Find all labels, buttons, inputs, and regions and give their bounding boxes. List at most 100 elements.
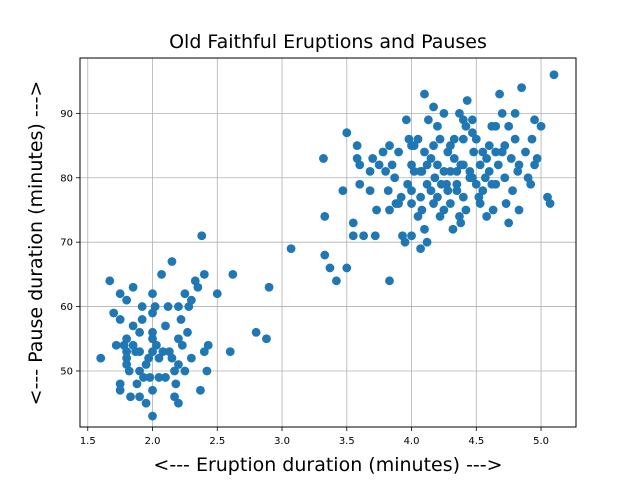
x-tick-label: 3.5 (339, 436, 355, 447)
data-point (387, 160, 397, 170)
data-point (148, 334, 157, 344)
data-point (436, 179, 446, 189)
data-point (445, 199, 455, 208)
data-point (348, 231, 358, 241)
data-point (491, 147, 501, 157)
data-point (139, 373, 148, 382)
data-point (461, 205, 471, 215)
data-point (394, 199, 403, 208)
data-point (225, 347, 235, 357)
data-point (493, 160, 503, 170)
data-point (342, 128, 352, 138)
data-point (407, 231, 416, 241)
data-point (199, 269, 209, 279)
data-point (193, 282, 203, 292)
data-point (141, 398, 151, 408)
data-point (526, 179, 536, 189)
data-point (439, 166, 449, 176)
data-point (458, 134, 468, 144)
data-point (508, 186, 517, 196)
data-points (96, 70, 559, 421)
data-point (426, 154, 436, 163)
data-point (174, 302, 183, 311)
data-point (422, 179, 432, 189)
data-point (417, 205, 427, 215)
data-point (416, 166, 425, 176)
data-point (455, 108, 464, 118)
data-point (461, 121, 471, 131)
data-point (135, 366, 144, 376)
data-point (212, 289, 222, 299)
data-point (180, 366, 190, 376)
data-point (500, 173, 510, 183)
data-point (365, 166, 375, 176)
data-point (491, 179, 501, 189)
data-point (536, 121, 546, 131)
data-point (137, 315, 147, 324)
data-point (338, 186, 348, 196)
data-point (342, 263, 352, 273)
data-point (352, 141, 362, 150)
data-point (115, 289, 125, 299)
data-point (320, 250, 330, 260)
data-point (467, 128, 477, 138)
x-tick-label: 1.5 (80, 436, 96, 447)
data-point (262, 334, 271, 344)
data-point (416, 192, 425, 202)
data-point (504, 121, 514, 131)
data-point (115, 385, 125, 395)
data-point (365, 186, 375, 196)
data-point (383, 186, 393, 196)
data-point (478, 147, 488, 157)
data-point (549, 70, 559, 80)
data-point (401, 115, 411, 125)
data-point (202, 366, 212, 376)
data-point (325, 263, 335, 273)
data-point (135, 392, 144, 402)
data-point (176, 315, 186, 324)
y-axis-label: <--- Pause duration (minutes) ---> (25, 81, 47, 406)
data-point (177, 340, 187, 350)
data-point (400, 237, 410, 247)
data-point (420, 147, 429, 157)
data-point (458, 192, 468, 202)
data-point (445, 166, 455, 176)
data-point (135, 327, 144, 337)
x-tick-label: 4.5 (468, 436, 484, 447)
data-point (196, 385, 205, 395)
x-axis-label: <--- Eruption duration (minutes) ---> (153, 454, 502, 476)
data-point (372, 205, 381, 215)
data-point (332, 276, 341, 286)
data-point (510, 134, 520, 144)
data-point (471, 134, 481, 144)
data-point (506, 154, 516, 163)
data-point (514, 205, 524, 215)
data-point (199, 347, 209, 357)
data-point (122, 334, 132, 344)
data-point (426, 186, 436, 196)
data-point (109, 308, 119, 318)
data-point (186, 353, 196, 363)
data-point (170, 392, 179, 402)
x-tick-label: 3.0 (274, 436, 290, 447)
data-point (197, 231, 207, 241)
y-tick-label: 50 (60, 366, 73, 377)
data-point (183, 327, 192, 337)
data-point (403, 179, 413, 189)
data-point (429, 199, 438, 208)
data-point (430, 173, 440, 183)
data-point (435, 212, 445, 221)
data-point (115, 315, 125, 324)
data-point (501, 199, 511, 208)
data-point (475, 160, 485, 170)
data-point (174, 398, 183, 408)
data-point (462, 96, 472, 105)
data-point (514, 160, 524, 170)
data-point (370, 231, 380, 241)
data-point (368, 154, 378, 163)
data-point (385, 276, 394, 286)
data-point (488, 205, 498, 215)
data-point (413, 134, 423, 144)
y-tick-label: 80 (60, 173, 73, 184)
